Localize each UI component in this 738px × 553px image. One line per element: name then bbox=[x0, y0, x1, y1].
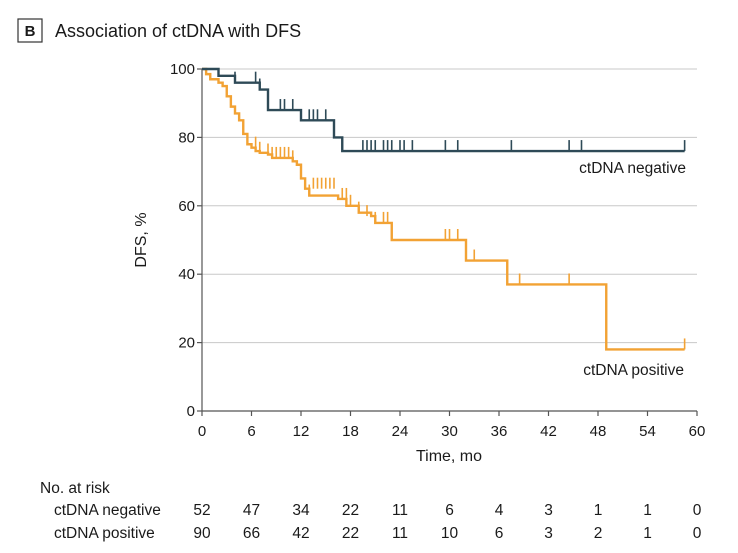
y-axis-title: DFS, % bbox=[133, 212, 150, 267]
risk-value-1-9: 1 bbox=[643, 525, 652, 542]
x-tick-label-6: 6 bbox=[247, 423, 255, 440]
risk-value-1-10: 0 bbox=[693, 525, 702, 542]
survival-curves bbox=[202, 67, 686, 351]
y-tick-label-100: 100 bbox=[170, 61, 195, 78]
risk-row-label-positive: ctDNA positive bbox=[54, 525, 155, 542]
x-tick-label-36: 36 bbox=[491, 423, 508, 440]
x-tick-label-24: 24 bbox=[392, 423, 409, 440]
risk-value-1-7: 3 bbox=[544, 525, 553, 542]
risk-table-values: 52 47 34 22 11 6 4 3 1 1 090 66 42 22 11 10 6 3 2 1 0 bbox=[193, 502, 701, 542]
x-tick-label-0: 0 bbox=[198, 423, 206, 440]
y-tick-label-40: 40 bbox=[178, 266, 195, 283]
curve-negative bbox=[202, 67, 685, 153]
risk-value-0-0: 52 bbox=[193, 502, 210, 519]
risk-row-label-negative: ctDNA negative bbox=[54, 502, 161, 519]
risk-value-0-7: 3 bbox=[544, 502, 553, 519]
risk-value-0-6: 4 bbox=[495, 502, 504, 519]
x-tick-label-42: 42 bbox=[540, 423, 557, 440]
risk-value-1-6: 6 bbox=[495, 525, 504, 542]
risk-value-0-9: 1 bbox=[643, 502, 652, 519]
risk-value-1-0: 90 bbox=[193, 525, 211, 542]
panel-letter-box bbox=[17, 18, 43, 43]
risk-value-0-10: 0 bbox=[693, 502, 702, 519]
risk-value-1-4: 11 bbox=[392, 525, 408, 542]
risk-value-1-1: 66 bbox=[243, 525, 260, 542]
risk-value-0-2: 34 bbox=[292, 502, 310, 519]
risk-value-1-5: 10 bbox=[441, 525, 459, 542]
risk-table-heading: No. at risk bbox=[40, 480, 110, 497]
y-tick-label-60: 60 bbox=[178, 198, 195, 215]
x-tick-label-30: 30 bbox=[441, 423, 458, 440]
y-tick-label-0: 0 bbox=[187, 403, 195, 420]
axes bbox=[197, 68, 698, 416]
grid-lines bbox=[202, 68, 697, 344]
x-tick-label-54: 54 bbox=[639, 423, 656, 440]
series-label-positive: ctDNA positive bbox=[583, 362, 684, 379]
panel-letter: B bbox=[25, 23, 36, 40]
x-tick-label-48: 48 bbox=[590, 423, 607, 440]
series-label-negative: ctDNA negative bbox=[579, 160, 686, 177]
risk-value-1-3: 22 bbox=[342, 525, 359, 542]
x-tick-labels: 0 6 12 18 24 30 36 42 48 54 60 bbox=[198, 423, 706, 440]
x-axis-title: Time, mo bbox=[416, 448, 482, 465]
risk-value-0-5: 6 bbox=[445, 502, 454, 519]
risk-value-0-1: 47 bbox=[243, 502, 260, 519]
risk-value-0-3: 22 bbox=[342, 502, 359, 519]
y-tick-label-20: 20 bbox=[178, 335, 195, 352]
x-tick-label-60: 60 bbox=[689, 423, 706, 440]
y-tick-label-80: 80 bbox=[178, 129, 195, 146]
x-tick-label-12: 12 bbox=[293, 423, 310, 440]
risk-value-1-8: 2 bbox=[594, 525, 603, 542]
x-tick-label-18: 18 bbox=[342, 423, 359, 440]
risk-value-1-2: 42 bbox=[292, 525, 309, 542]
y-tick-labels: 0 20 40 60 80 100 bbox=[170, 61, 195, 420]
risk-value-0-4: 11 bbox=[392, 502, 408, 519]
risk-value-0-8: 1 bbox=[594, 502, 603, 519]
panel-title: Association of ctDNA with DFS bbox=[55, 21, 301, 41]
